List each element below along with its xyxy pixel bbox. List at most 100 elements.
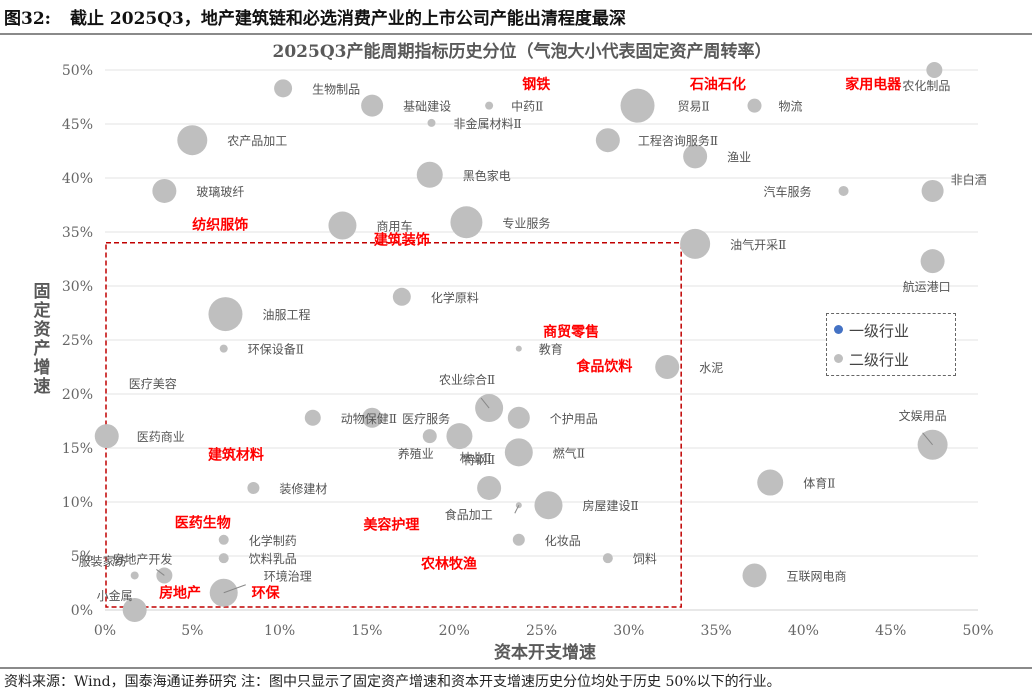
bubble-label-level1: 建筑装饰 [374, 232, 430, 249]
bubble-label-level1: 钢铁 [522, 76, 550, 93]
x-tick-label: 0% [94, 623, 116, 639]
bubble-label-level2: 文娱用品 [899, 408, 947, 423]
bubble-label-level2: 中药Ⅱ [511, 99, 543, 114]
bubble-level2 [247, 481, 260, 494]
bubble-label-level2: 非白酒 [951, 172, 987, 187]
x-tick-label: 35% [701, 623, 732, 639]
bubble-level2 [446, 423, 473, 450]
y-tick-label: 50% [62, 63, 93, 79]
bubble-level2 [122, 598, 147, 622]
bubble-level2 [757, 469, 784, 496]
y-tick-label: 5% [71, 549, 93, 565]
bubble-label-level2: 教育 [539, 342, 563, 357]
bubble-level2 [427, 118, 436, 127]
bubble-label-level2: 汽车服务 [764, 184, 812, 199]
bubble-level2 [655, 355, 680, 379]
bubble-label-level2: 渔业 [727, 150, 751, 164]
bubble-label-level2: 油服工程 [262, 307, 310, 322]
bubble-label-level2: 农业综合Ⅱ [439, 372, 495, 387]
bubble-level2 [130, 571, 139, 580]
x-tick-label: 5% [181, 623, 203, 639]
bubble-label-level2: 农化制品 [902, 79, 950, 93]
bubble-label-level2: 饮料乳品 [249, 552, 297, 566]
bubble-level2 [274, 79, 293, 98]
bubble-level2 [595, 128, 620, 153]
legend-marker-level1 [834, 325, 843, 334]
bubble-level2 [362, 407, 383, 428]
figure-header: 图32: 截止 2025Q3，地产建筑链和必选消费产业的上市公司产能出清程度最深 [0, 0, 1032, 34]
bubble-level2 [422, 429, 437, 444]
bubble-level2 [218, 553, 229, 564]
bubble-label-level1: 家用电器 [845, 76, 902, 93]
bubble-level2 [602, 553, 613, 564]
bubble-label-level1: 美容护理 [363, 517, 419, 534]
bubble-label-level2: 生物制品 [312, 82, 360, 96]
bubble-label-level2: 医药商业 [137, 429, 185, 444]
y-tick-label: 30% [62, 279, 93, 295]
bubble-label-level2: 环保设备Ⅱ [248, 343, 304, 357]
bubble-level2 [504, 438, 533, 467]
bubble-level2 [742, 563, 767, 588]
x-tick-label: 20% [439, 623, 470, 639]
bubble-label-level1: 石油石化 [689, 76, 746, 93]
bubble-level2 [507, 406, 530, 429]
bubble-level2 [416, 161, 443, 188]
bubble-label-level2: 航运港口 [903, 279, 951, 294]
bubble-level2 [515, 345, 522, 352]
bubble-label-level1: 商贸零售 [543, 323, 599, 340]
leader-line [514, 505, 520, 514]
bubble-level2 [680, 228, 711, 259]
bubble-level2 [683, 144, 708, 169]
bubble-level2 [512, 533, 525, 546]
bubble-label-level2: 房屋建设Ⅱ [582, 498, 638, 513]
x-tick-label: 30% [613, 623, 644, 639]
bubble-label-level2: 物流 [779, 100, 803, 114]
bubble-label-level2: 化妆品 [545, 534, 581, 548]
bubble-level2 [534, 491, 563, 520]
bubble-label-level2: 服装家纺 [79, 553, 127, 568]
figure-number: 图32: [4, 9, 51, 29]
x-tick-label: 10% [264, 623, 295, 639]
y-tick-label: 40% [62, 171, 93, 187]
leader-line [156, 569, 165, 576]
bubble-chart: 2025Q3产能周期指标历史分位（气泡大小代表固定资产周转率） 0% 5% 10% 1… [34, 41, 994, 663]
bubble-level2 [450, 206, 483, 239]
bubble-label-level2: 互联网电商 [787, 568, 847, 583]
bubble-level2 [218, 534, 229, 545]
bubble-label-level2: 玻璃玻纤 [196, 185, 244, 199]
legend-label-level1: 一级行业 [849, 322, 910, 340]
y-tick-label: 20% [62, 387, 93, 403]
bubble-label-level2: 贸易Ⅱ [678, 100, 710, 114]
bubble-label-level2: 林业Ⅱ [459, 451, 491, 465]
y-tick-label: 35% [62, 225, 93, 241]
bubble-level2 [485, 101, 494, 110]
bubble-label-level2: 农产品加工 [227, 134, 287, 148]
leader-line [223, 584, 246, 594]
bubble-label-level2: 油气开采Ⅱ [730, 237, 786, 252]
bubble-label-level2: 工程咨询服务Ⅱ [638, 133, 718, 148]
y-tick-label: 15% [62, 441, 93, 457]
x-tick-label: 25% [526, 623, 557, 639]
bottom-rule [0, 667, 1032, 669]
bubble-level2 [219, 344, 228, 353]
x-axis-title: 资本开支增速 [494, 642, 596, 663]
y-tick-label: 0% [71, 603, 93, 619]
bubble-label-level2: 特钢Ⅱ [463, 452, 495, 467]
bubble-level2 [921, 179, 944, 202]
bubble-level2 [477, 475, 502, 500]
bubble-label-level2: 小金属 [97, 588, 133, 603]
leader-line [922, 432, 933, 446]
y-tick-label: 45% [62, 117, 93, 133]
top-rule [0, 33, 1032, 35]
bubble-level2 [747, 98, 762, 113]
bubble-level2 [838, 185, 849, 196]
figure-caption: 截止 2025Q3，地产建筑链和必选消费产业的上市公司产能出清程度最深 [70, 9, 626, 29]
x-tick-label: 45% [875, 623, 906, 639]
bubble-level2 [328, 211, 357, 240]
bubble-label-level2: 房地产开发 [112, 551, 172, 566]
bubble-level2 [304, 409, 321, 426]
bubble-level2 [152, 178, 177, 203]
bubble-label-level2: 个护用品 [550, 412, 598, 426]
chart-title: 2025Q3产能周期指标历史分位（气泡大小代表固定资产周转率） [273, 41, 772, 62]
bubble-label-level2: 非金属材料Ⅱ [454, 116, 522, 131]
